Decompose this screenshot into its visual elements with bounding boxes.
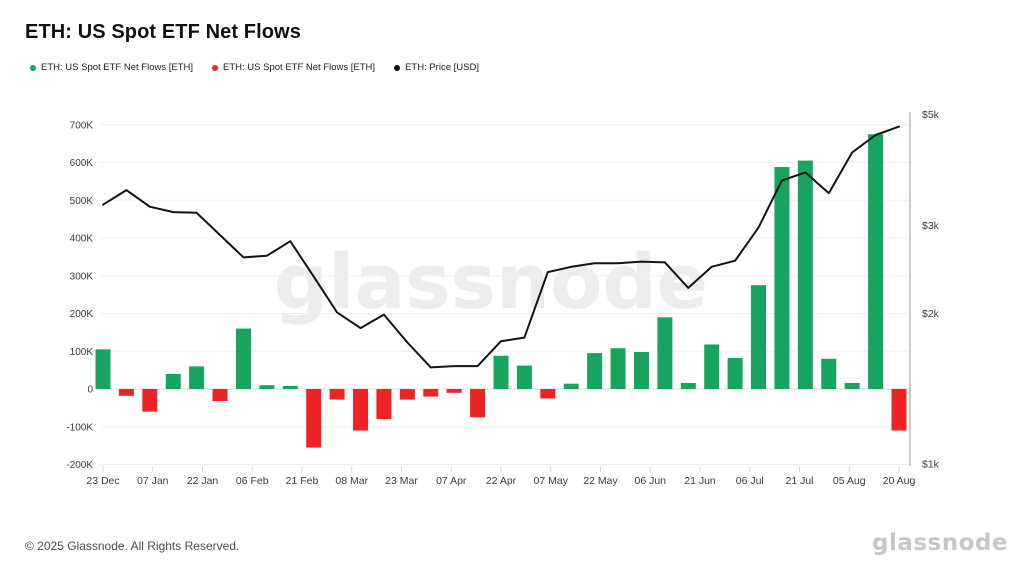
- x-axis-tick-label: 21 Jun: [684, 475, 716, 487]
- x-axis-tick-label: 06 Feb: [236, 475, 269, 487]
- netflow-bar-positive[interactable]: [704, 344, 720, 389]
- price-line[interactable]: [102, 125, 900, 369]
- x-axis-tick-label: 06 Jul: [736, 475, 764, 487]
- netflow-bar-positive[interactable]: [680, 382, 696, 389]
- netflow-bar-positive[interactable]: [165, 373, 181, 389]
- x-axis-tick-label: 22 Jan: [187, 475, 219, 487]
- netflow-bar-negative[interactable]: [212, 389, 228, 402]
- netflow-bar-positive[interactable]: [95, 349, 111, 389]
- legend-label: ETH: US Spot ETF Net Flows [ETH]: [41, 62, 194, 73]
- netflow-bar-positive[interactable]: [797, 160, 813, 389]
- left-axis-tick-label: -100K: [66, 422, 93, 433]
- netflow-bar-negative[interactable]: [423, 389, 439, 397]
- legend-item-netflow-negative[interactable]: ETH: US Spot ETF Net Flows [ETH]: [212, 62, 375, 73]
- legend-item-price[interactable]: ETH: Price [USD]: [394, 62, 479, 73]
- netflow-bar-positive[interactable]: [633, 352, 649, 389]
- netflow-bar-positive[interactable]: [235, 328, 251, 389]
- legend-dot-green-icon: [30, 64, 36, 71]
- netflow-bar-positive[interactable]: [282, 385, 298, 389]
- netflow-bar-negative[interactable]: [470, 389, 486, 418]
- netflow-bar-negative[interactable]: [399, 389, 415, 400]
- glassnode-logo: glassnode: [872, 530, 1008, 556]
- netflow-bar-negative[interactable]: [540, 389, 556, 399]
- netflow-bar-positive[interactable]: [189, 366, 205, 389]
- x-axis-tick-label: 07 Apr: [436, 475, 467, 487]
- legend-dot-black-icon: [394, 64, 401, 71]
- legend-dot-red-icon: [212, 64, 219, 71]
- netflow-bar-negative[interactable]: [142, 389, 158, 412]
- netflow-bar-positive[interactable]: [516, 365, 532, 389]
- left-axis-tick-label: 100K: [70, 347, 94, 358]
- left-axis-tick-label: 300K: [70, 271, 94, 282]
- x-axis-tick-label: 07 May: [534, 475, 569, 487]
- netflow-bar-positive[interactable]: [868, 134, 884, 389]
- right-axis-tick-label: $2k: [922, 308, 940, 320]
- x-axis-tick-label: 05 Aug: [833, 475, 866, 487]
- netflow-bar-negative[interactable]: [329, 389, 345, 400]
- left-axis-tick-label: 700K: [70, 120, 94, 131]
- x-axis-tick-label: 08 Mar: [335, 475, 368, 487]
- glassnode-watermark: glassnode: [274, 237, 708, 326]
- netflow-bar-negative[interactable]: [353, 389, 369, 431]
- copyright-text: © 2025 Glassnode. All Rights Reserved.: [25, 539, 240, 553]
- netflow-bar-positive[interactable]: [751, 285, 767, 389]
- left-axis-tick-label: 600K: [70, 158, 94, 169]
- netflow-bar-negative[interactable]: [891, 389, 907, 431]
- netflow-bar-positive[interactable]: [259, 385, 275, 389]
- legend-label: ETH: Price [USD]: [405, 62, 479, 73]
- right-axis-tick-label: $3k: [922, 220, 940, 232]
- x-axis-tick-label: 07 Jan: [137, 475, 169, 487]
- left-axis-tick-label: 200K: [70, 309, 94, 320]
- left-axis-tick-label: 500K: [70, 196, 94, 207]
- x-axis-tick-label: 22 May: [583, 475, 618, 487]
- netflow-bar-positive[interactable]: [587, 353, 603, 389]
- netflow-bar-positive[interactable]: [563, 383, 579, 389]
- netflow-bar-positive[interactable]: [821, 358, 837, 389]
- netflow-bar-positive[interactable]: [844, 382, 860, 389]
- x-axis-tick-label: 21 Feb: [286, 475, 319, 487]
- right-axis-tick-label: $5k: [922, 109, 940, 121]
- x-axis-tick-label: 23 Dec: [86, 475, 119, 487]
- x-axis-tick-label: 20 Aug: [883, 475, 916, 487]
- chart-legend: ETH: US Spot ETF Net Flows [ETH] ETH: US…: [30, 62, 479, 73]
- netflow-bar-negative[interactable]: [446, 389, 462, 393]
- right-axis-tick-label: $1k: [922, 459, 940, 471]
- netflow-bar-positive[interactable]: [727, 358, 743, 389]
- netflow-bar-positive[interactable]: [610, 348, 626, 389]
- netflow-bar-negative[interactable]: [118, 389, 134, 396]
- x-axis-tick-label: 21 Jul: [785, 475, 813, 487]
- legend-item-netflow-positive[interactable]: ETH: US Spot ETF Net Flows [ETH]: [30, 62, 193, 73]
- netflow-bar-negative[interactable]: [376, 389, 392, 420]
- left-axis-tick-label: 0: [87, 385, 93, 396]
- left-axis-tick-label: -200K: [66, 460, 93, 471]
- netflow-bar-negative[interactable]: [306, 389, 322, 448]
- x-axis-tick-label: 22 Apr: [486, 475, 517, 487]
- netflow-bar-positive[interactable]: [493, 355, 509, 389]
- netflow-bar-positive[interactable]: [657, 317, 673, 389]
- legend-label: ETH: US Spot ETF Net Flows [ETH]: [223, 62, 376, 73]
- x-axis-tick-label: 06 Jun: [634, 475, 666, 487]
- left-axis-tick-label: 400K: [70, 234, 94, 245]
- x-axis-tick-label: 23 Mar: [385, 475, 418, 487]
- netflow-bar-positive[interactable]: [774, 167, 790, 389]
- page-title: ETH: US Spot ETF Net Flows: [25, 21, 301, 43]
